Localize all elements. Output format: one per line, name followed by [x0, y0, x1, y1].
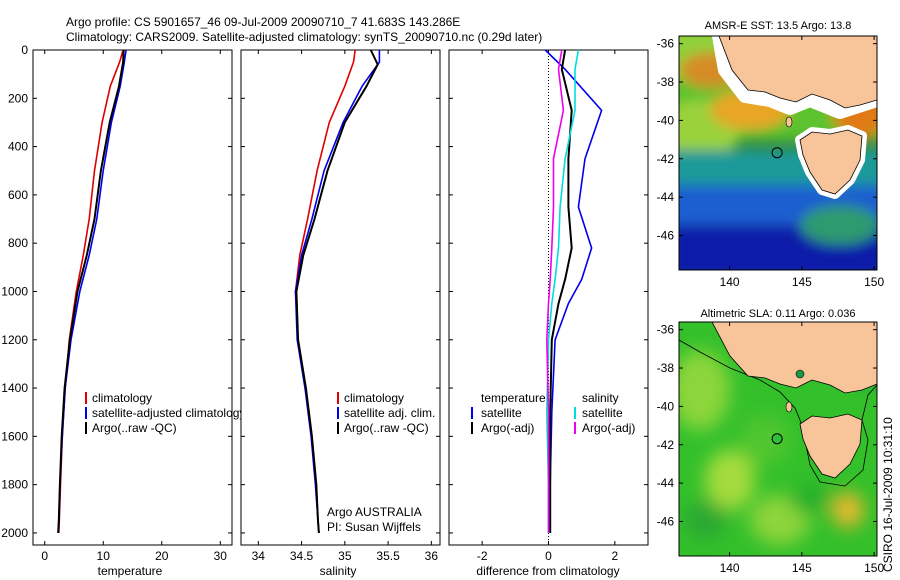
salinity-xlabel: salinity	[320, 564, 357, 578]
lon-tick-label: 145	[792, 561, 812, 575]
sst-map-title: AMSR-E SST: 13.5 Argo: 13.8	[705, 20, 852, 32]
temperature-plot-frame	[32, 49, 233, 546]
legend-label-argo: Argo(..raw -QC)	[92, 421, 177, 435]
lon-tick-label: 140	[720, 275, 740, 289]
salinity-plot-frame	[240, 49, 441, 546]
profile-series-2	[545, 49, 580, 533]
profile-series-2	[57, 49, 125, 533]
x-tick-label: 30	[214, 549, 228, 563]
lat-tick-label: -40	[657, 113, 675, 127]
y-tick-label: 1600	[1, 429, 28, 443]
salinity-panel: 34 34.5 35 35.5 36 salinity climatology sate…	[240, 49, 441, 578]
x-tick-label: 34.5	[290, 549, 314, 563]
y-tick-label: 600	[8, 188, 28, 202]
difference-panel: -2 0 2 difference from climatology tempera…	[448, 49, 649, 578]
temperature-legend: climatology satellite-adjusted climatolo…	[85, 391, 245, 435]
legend-label-sal-satellite: satellite	[582, 406, 623, 420]
lat-tick-label: -44	[657, 190, 675, 204]
lon-tick-label: 140	[720, 561, 740, 575]
y-tick-label: 1800	[1, 478, 28, 492]
sla-tasmania	[799, 413, 863, 479]
figure-title-line2: Climatology: CARS2009. Satellite-adjuste…	[66, 30, 542, 44]
profile-series-2	[295, 49, 379, 533]
lat-tick-label: -46	[657, 228, 675, 242]
sst-map-frame	[678, 35, 878, 271]
legend-label-argo: Argo(..raw -QC)	[344, 421, 429, 435]
sla-map-title: Altimetric SLA: 0.11 Argo: 0.036	[700, 308, 855, 320]
lat-tick-label: -46	[657, 514, 675, 528]
profile-series-0	[544, 49, 603, 533]
x-tick-label: 0	[545, 549, 552, 563]
x-tick-label: 10	[97, 549, 111, 563]
figure-title-line1: Argo profile: CS 5901657_46 09-Jul-2009 …	[66, 15, 460, 29]
lon-tick-label: 150	[864, 561, 884, 575]
sst-map-panel: AMSR-E SST: 13.5 Argo: 13.8	[657, 20, 885, 289]
lat-tick-label: -42	[657, 438, 675, 452]
temperature-xlabel: temperature	[98, 564, 163, 578]
x-tick-label: 35	[338, 549, 352, 563]
y-tick-label: 2000	[1, 526, 28, 540]
lat-tick-label: -38	[657, 361, 675, 375]
lon-tick-label: 150	[864, 275, 884, 289]
profile-series-1	[549, 49, 573, 533]
legend-label-climatology: climatology	[92, 391, 152, 405]
legend-label-satellite-adj: satellite adj. clim.	[344, 406, 435, 420]
y-tick-label: 1400	[1, 381, 28, 395]
salinity-legend: climatology satellite adj. clim. Argo(..…	[337, 391, 435, 435]
sla-small-island-marker	[795, 369, 805, 379]
sst-tasmania-outline	[799, 129, 863, 195]
lat-tick-label: -36	[657, 37, 675, 51]
sst-king-island	[785, 116, 793, 128]
argo-note-line2: PI: Susan Wijffels	[327, 520, 421, 534]
lat-tick-label: -36	[657, 323, 675, 337]
y-tick-label: 200	[8, 91, 28, 105]
timestamp-label: CSIRO 16-Jul-2009 10:31:10	[881, 417, 895, 572]
y-tick-label: 0	[21, 43, 28, 57]
sst-argo-marker	[771, 147, 783, 159]
x-tick-label: 2	[611, 549, 618, 563]
y-tick-label: 1000	[1, 284, 28, 298]
x-tick-label: -2	[477, 549, 488, 563]
temperature-panel: 0 200 400 600 800 1000 1200 1400 1600 1800 2000 0 1…	[1, 43, 245, 578]
sla-map-panel: Altimetric SLA: 0.11 Argo: 0.036	[657, 308, 885, 575]
legend-label-sal-argo: Argo(-adj)	[582, 421, 635, 435]
sla-map-frame	[678, 321, 878, 557]
sla-argo-marker	[771, 433, 783, 445]
sla-shelf-contour	[679, 339, 877, 487]
lat-tick-label: -44	[657, 476, 675, 490]
argo-note-line1: Argo AUSTRALIA	[327, 505, 422, 519]
x-tick-label: 0	[41, 549, 48, 563]
y-tick-label: 400	[8, 140, 28, 154]
legend-header-salinity: salinity	[582, 391, 619, 405]
sla-king-island	[785, 401, 793, 413]
difference-xlabel: difference from climatology	[476, 564, 619, 578]
sla-mainland	[711, 322, 877, 394]
profile-series-3	[545, 49, 565, 533]
x-tick-label: 36	[425, 549, 439, 563]
legend-label-temp-satellite: satellite	[481, 406, 522, 420]
lon-tick-label: 145	[792, 275, 812, 289]
legend-label-satellite-adjusted: satellite-adjusted climatology	[92, 406, 245, 420]
y-tick-label: 1200	[1, 333, 28, 347]
legend-header-temperature: temperature	[481, 391, 546, 405]
lat-tick-label: -40	[657, 399, 675, 413]
legend-label-climatology: climatology	[344, 391, 404, 405]
legend-label-temp-argo: Argo(-adj)	[481, 421, 534, 435]
difference-legend: temperature satellite Argo(-adj) salinit…	[471, 391, 635, 435]
sst-mainland	[718, 36, 877, 109]
lat-tick-label: -42	[657, 152, 675, 166]
x-tick-label: 34	[252, 549, 266, 563]
x-tick-label: 20	[155, 549, 169, 563]
lat-tick-label: -38	[657, 75, 675, 89]
x-tick-label: 35.5	[376, 549, 400, 563]
y-tick-label: 800	[8, 236, 28, 250]
